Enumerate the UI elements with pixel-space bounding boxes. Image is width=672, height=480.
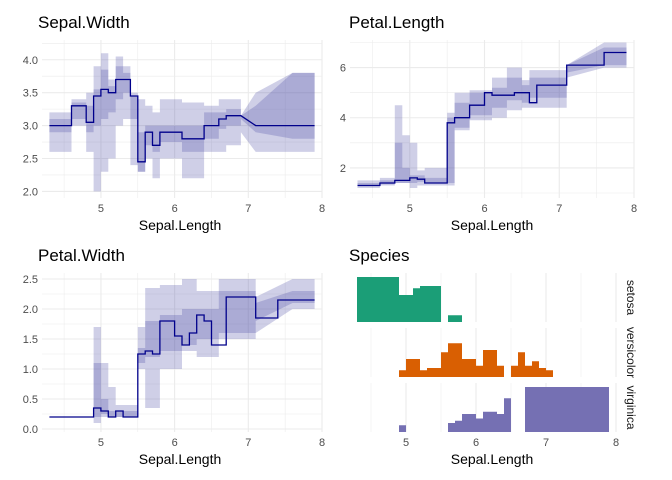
y-tick-label: 4.0 (23, 55, 38, 67)
plot-area: setosa versicolor virginica 5 6 7 8 (357, 273, 638, 449)
y-tick-label: 3.5 (23, 88, 38, 100)
y-tick-label: 2.0 (23, 186, 38, 198)
ribbon-inner (357, 47, 627, 186)
y-tick-label: 0.5 (23, 394, 38, 406)
x-axis-label: Sepal.Length (139, 217, 222, 233)
x-tick-label: 6 (481, 203, 487, 215)
plot-area: 5 6 7 8 2 4 6 (340, 40, 637, 215)
area-virginica (399, 387, 609, 432)
facet-label: virginica (624, 385, 638, 429)
series-line (49, 296, 315, 418)
panel-sepal-width: Sepal.Width 5 6 7 8 2.0 2.5 3.0 3.5 4.0 Sepal.Le… (23, 13, 325, 233)
x-tick-label: 6 (473, 437, 479, 449)
panel-species: Species setosa versicolor virginica 5 6 7 8 Se… (349, 246, 638, 467)
x-axis-label: Sepal.Length (139, 451, 222, 467)
series-line (49, 78, 315, 163)
y-tick-label: 2.5 (23, 274, 38, 286)
y-tick-label: 0.0 (23, 424, 38, 436)
ribbon-outer (49, 279, 315, 423)
ribbon-inner (49, 291, 315, 417)
x-tick-label: 7 (556, 203, 562, 215)
facet-versicolor: versicolor (370, 327, 638, 378)
x-tick-label: 5 (407, 203, 413, 215)
facet-virginica: virginica (370, 383, 638, 432)
panel-title: Sepal.Width (38, 13, 130, 32)
x-tick-label: 5 (403, 437, 409, 449)
panel-title: Petal.Length (349, 13, 444, 32)
y-tick-label: 2.5 (23, 154, 38, 166)
x-tick-label: 8 (631, 203, 637, 215)
x-tick-label: 7 (543, 437, 549, 449)
panel-title: Species (349, 246, 409, 265)
x-tick-label: 8 (613, 437, 619, 449)
facet-label: setosa (624, 280, 638, 316)
ribbon-outer (357, 42, 627, 188)
panel-title: Petal.Width (38, 246, 125, 265)
x-tick-label: 6 (172, 203, 178, 215)
x-tick-label: 5 (98, 437, 104, 449)
x-tick-label: 7 (245, 203, 251, 215)
x-tick-label: 8 (319, 437, 325, 449)
area-versicolor (399, 343, 553, 377)
panel-petal-length: Petal.Length 5 6 7 8 2 4 6 Sepal.Length (340, 13, 637, 233)
facet-label: versicolor (624, 327, 638, 378)
x-tick-label: 5 (98, 203, 104, 215)
y-tick-label: 2 (340, 163, 346, 175)
x-tick-label: 7 (245, 437, 251, 449)
panel-petal-width: Petal.Width 5 6 7 8 0.0 0.5 1.0 1.5 2.0 2.5 Sepal… (23, 246, 325, 467)
series-line (357, 51, 627, 187)
x-tick-label: 8 (319, 203, 325, 215)
x-axis-label: Sepal.Length (451, 451, 534, 467)
y-tick-label: 3.0 (23, 121, 38, 133)
y-tick-label: 1.0 (23, 364, 38, 376)
y-tick-label: 2.0 (23, 304, 38, 316)
plot-area: 5 6 7 8 2.0 2.5 3.0 3.5 4.0 (23, 40, 325, 215)
x-tick-label: 6 (172, 437, 178, 449)
facet-setosa: setosa (357, 273, 638, 322)
y-tick-label: 6 (340, 63, 346, 75)
x-axis-label: Sepal.Length (451, 217, 534, 233)
y-tick-label: 4 (340, 113, 346, 125)
plot-area: 5 6 7 8 0.0 0.5 1.0 1.5 2.0 2.5 (23, 273, 325, 449)
y-tick-label: 1.5 (23, 334, 38, 346)
area-setosa (357, 277, 462, 322)
